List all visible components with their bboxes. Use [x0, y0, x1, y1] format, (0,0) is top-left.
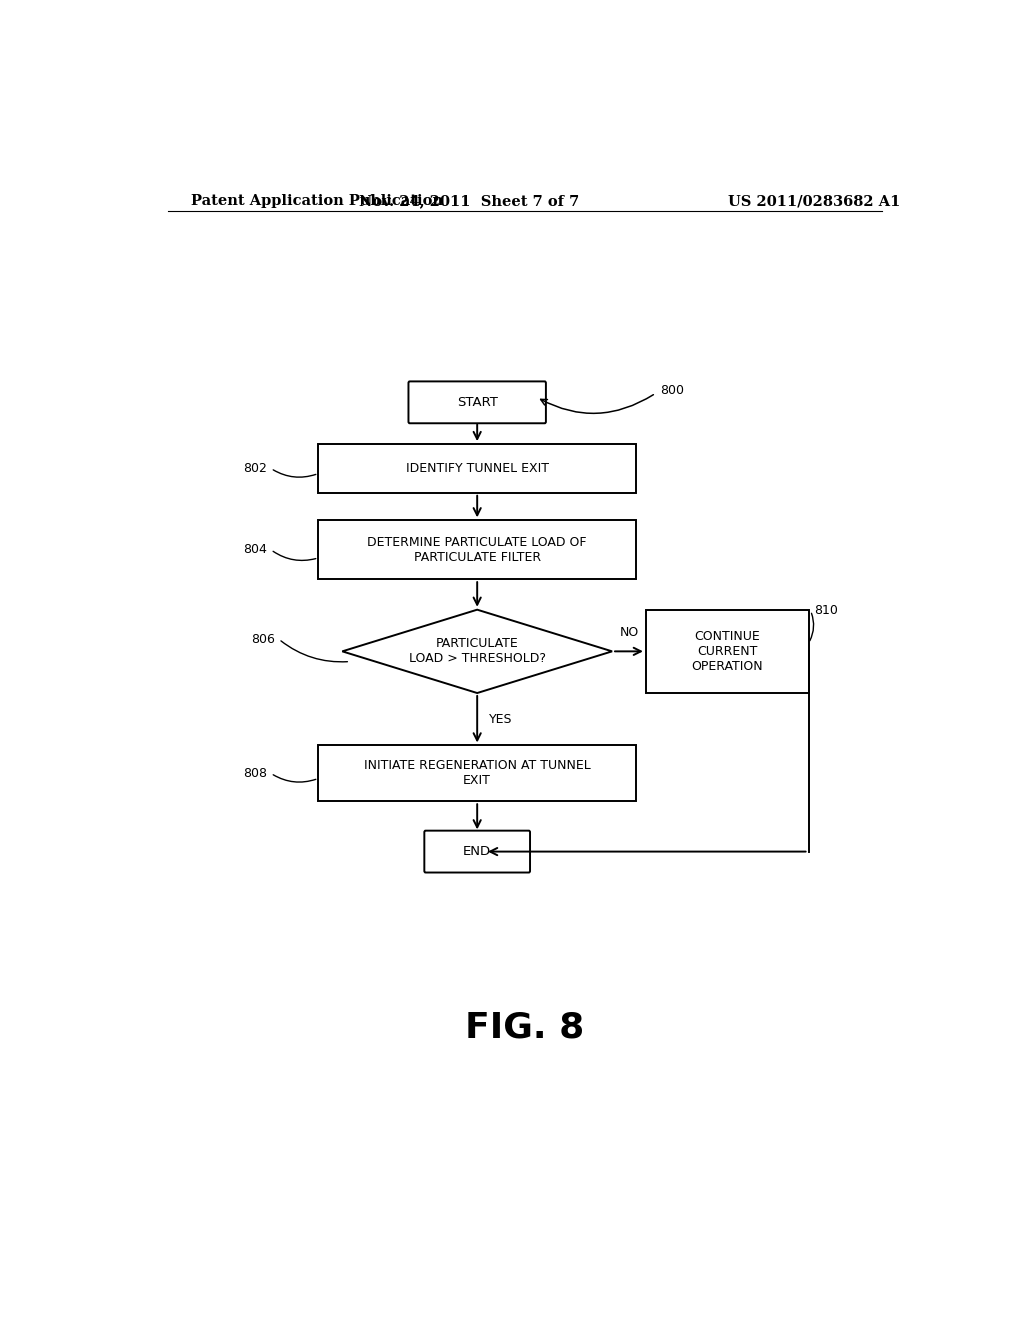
Text: 800: 800: [659, 384, 684, 396]
Polygon shape: [342, 610, 612, 693]
Text: DETERMINE PARTICULATE LOAD OF
PARTICULATE FILTER: DETERMINE PARTICULATE LOAD OF PARTICULAT…: [368, 536, 587, 564]
Text: 804: 804: [243, 544, 267, 556]
Bar: [318, 444, 636, 492]
Text: 806: 806: [251, 632, 274, 645]
Text: PARTICULATE
LOAD > THRESHOLD?: PARTICULATE LOAD > THRESHOLD?: [409, 638, 546, 665]
Text: Nov. 24, 2011  Sheet 7 of 7: Nov. 24, 2011 Sheet 7 of 7: [359, 194, 580, 209]
FancyBboxPatch shape: [424, 830, 530, 873]
Text: CONTINUE
CURRENT
OPERATION: CONTINUE CURRENT OPERATION: [691, 630, 763, 673]
Text: 810: 810: [814, 605, 839, 618]
Text: 808: 808: [243, 767, 267, 780]
Text: INITIATE REGENERATION AT TUNNEL
EXIT: INITIATE REGENERATION AT TUNNEL EXIT: [364, 759, 591, 787]
Text: IDENTIFY TUNNEL EXIT: IDENTIFY TUNNEL EXIT: [406, 462, 549, 475]
Text: END: END: [463, 845, 492, 858]
Text: START: START: [457, 396, 498, 409]
FancyBboxPatch shape: [409, 381, 546, 424]
Bar: [318, 520, 636, 579]
Bar: [646, 610, 809, 693]
Bar: [318, 746, 636, 801]
Text: 802: 802: [243, 462, 267, 475]
Text: YES: YES: [489, 713, 513, 726]
Text: Patent Application Publication: Patent Application Publication: [191, 194, 443, 209]
Text: US 2011/0283682 A1: US 2011/0283682 A1: [728, 194, 901, 209]
Text: FIG. 8: FIG. 8: [465, 1010, 585, 1044]
Text: NO: NO: [620, 626, 639, 639]
